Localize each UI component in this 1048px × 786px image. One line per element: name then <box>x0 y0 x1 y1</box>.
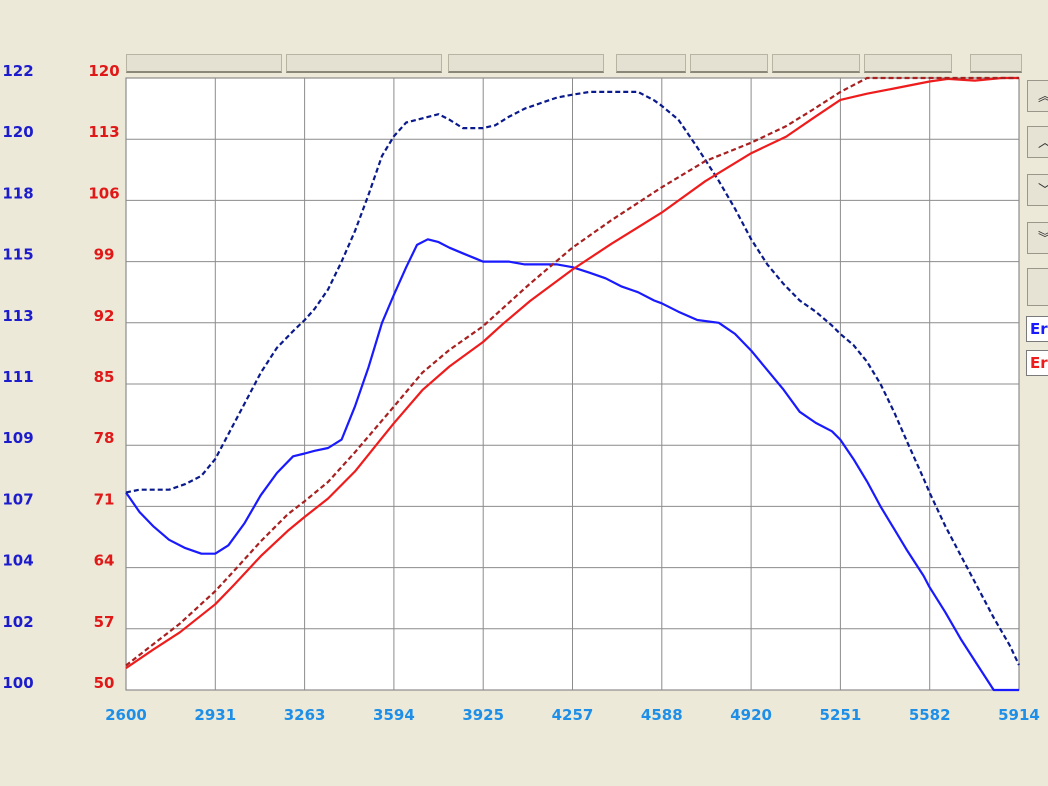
y-tick-label-blue: 104 <box>2 552 33 570</box>
y-tick-label-blue: 118 <box>2 184 33 202</box>
y-tick-label-blue: 111 <box>2 368 33 386</box>
x-tick-label: 3925 <box>462 706 504 724</box>
double-chevron-up-icon: ︽ <box>1038 86 1048 106</box>
x-tick-label: 5914 <box>998 706 1040 724</box>
chevron-up-icon: ︿ <box>1038 132 1048 152</box>
y-tick-label-red: 120 <box>88 62 119 80</box>
x-tick-label: 5582 <box>909 706 951 724</box>
series-line-3 <box>125 76 1019 670</box>
y-tick-label-blue: 113 <box>2 307 33 325</box>
y-tick-label-red: 113 <box>88 123 119 141</box>
side-option-button[interactable] <box>1027 268 1048 306</box>
y-tick-label-blue: 120 <box>2 123 33 141</box>
y-tick-label-red: 64 <box>94 552 115 570</box>
x-tick-label: 3263 <box>284 706 326 724</box>
y-tick-label-blue: 122 <box>2 62 33 80</box>
toolbar-tab-2[interactable] <box>286 54 442 73</box>
y-tick-label-red: 92 <box>94 307 115 325</box>
chevron-down-icon: ﹀ <box>1038 180 1048 200</box>
y-tick-label-blue: 115 <box>2 246 33 264</box>
x-tick-label: 5251 <box>820 706 862 724</box>
toolbar-tab-3[interactable] <box>448 54 604 73</box>
scroll-top-button[interactable]: ︽ <box>1027 80 1048 112</box>
y-tick-label-red: 106 <box>88 184 119 202</box>
y-tick-label-blue: 102 <box>2 613 33 631</box>
x-tick-label: 2600 <box>105 706 147 724</box>
scroll-bottom-button[interactable]: ︾ <box>1027 222 1048 254</box>
x-tick-label: 2931 <box>194 706 236 724</box>
toolbar-tab-4[interactable] <box>616 54 686 73</box>
x-tick-label: 4588 <box>641 706 683 724</box>
series-line-1 <box>125 238 1019 692</box>
toolbar-tab-5[interactable] <box>690 54 768 73</box>
legend-red-entry[interactable]: Er <box>1026 350 1048 376</box>
y-tick-label-red: 50 <box>94 674 115 692</box>
y-tick-label-red: 85 <box>94 368 115 386</box>
y-tick-label-blue: 107 <box>2 490 33 508</box>
x-tick-label: 4257 <box>552 706 594 724</box>
legend-blue-entry[interactable]: Er <box>1026 316 1048 342</box>
x-tick-label: 4920 <box>730 706 772 724</box>
toolbar-tab-8[interactable] <box>970 54 1022 73</box>
toolbar-tab-7[interactable] <box>864 54 952 73</box>
double-chevron-down-icon: ︾ <box>1038 228 1048 248</box>
toolbar-tab-1[interactable] <box>126 54 282 73</box>
x-tick-label: 3594 <box>373 706 415 724</box>
y-tick-label-red: 57 <box>94 613 115 631</box>
y-tick-label-blue: 100 <box>2 674 33 692</box>
y-tick-label-red: 71 <box>94 490 115 508</box>
y-tick-label-blue: 109 <box>2 429 33 447</box>
series-line-2 <box>125 90 1020 666</box>
scroll-down-button[interactable]: ﹀ <box>1027 174 1048 206</box>
scroll-up-button[interactable]: ︿ <box>1027 126 1048 158</box>
y-tick-label-red: 99 <box>94 246 115 264</box>
y-tick-label-red: 78 <box>94 429 115 447</box>
toolbar-tab-6[interactable] <box>772 54 860 73</box>
